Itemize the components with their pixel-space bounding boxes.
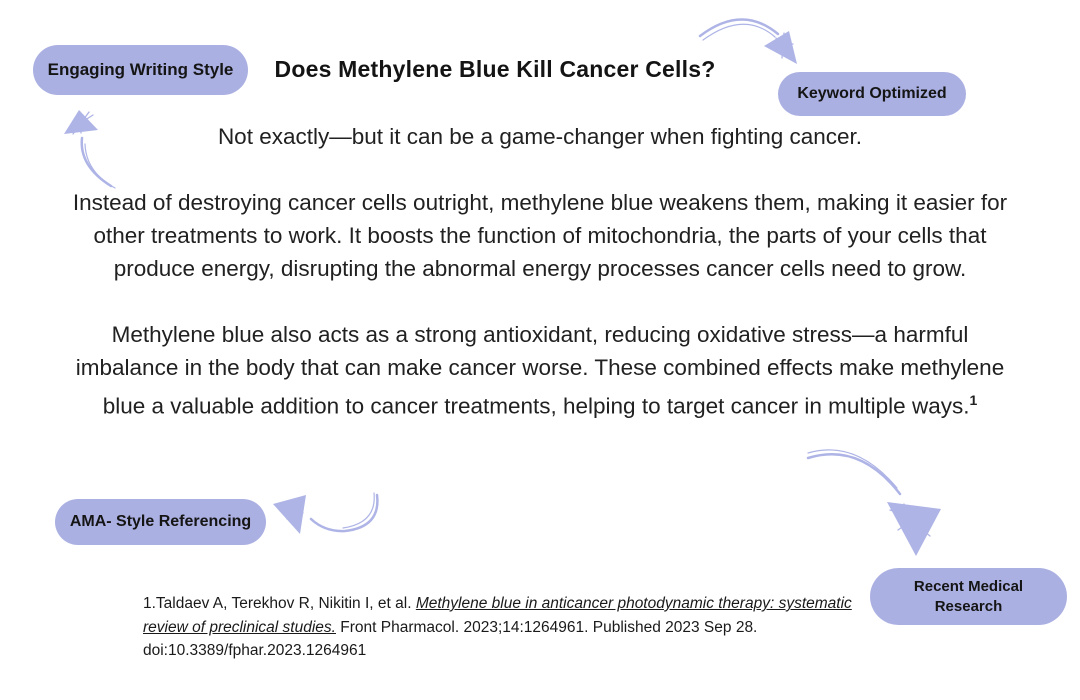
citation-authors: 1.Taldaev A, Terekhov R, Nikitin I, et a… — [143, 595, 416, 612]
arrow-to-keyword-badge-icon — [698, 18, 797, 64]
article-body: Not exactly—but it can be a game-changer… — [70, 120, 1010, 456]
reference-citation: 1.Taldaev A, Terekhov R, Nikitin I, et a… — [143, 592, 869, 663]
arrow-to-ama-badge-icon — [273, 492, 379, 534]
footnote-marker: 1 — [969, 392, 978, 408]
citation-journal-details: Front Pharmacol. 2023;14:1264961. Publis… — [143, 618, 758, 660]
page-title: Does Methylene Blue Kill Cancer Cells? — [274, 56, 716, 82]
badge-recent-medical-research: Recent Medical Research — [870, 568, 1067, 625]
badge-ama-label: AMA- Style Referencing — [69, 513, 252, 530]
badge-keyword-optimized: Keyword Optimized — [778, 72, 966, 116]
arrow-to-engaging-badge-icon — [64, 110, 116, 189]
badge-engaging-writing-style: Engaging Writing Style — [33, 45, 248, 95]
badge-keyword-label: Keyword Optimized — [797, 85, 947, 102]
arrow-to-research-badge-icon — [806, 449, 941, 556]
badge-ama-style-referencing: AMA- Style Referencing — [55, 499, 266, 545]
badge-research-label: Recent Medical Research — [913, 577, 1024, 615]
article-paragraph-3-text: Methylene blue also acts as a strong ant… — [75, 322, 1005, 419]
article-paragraph-3: Methylene blue also acts as a strong ant… — [70, 318, 1010, 423]
badge-engaging-label: Engaging Writing Style — [47, 60, 234, 79]
article-paragraph-2: Instead of destroying cancer cells outri… — [72, 190, 1008, 281]
article-paragraph-1: Not exactly—but it can be a game-changer… — [217, 124, 863, 149]
citation-article-link[interactable]: Methylene blue in anticancer photodynami… — [143, 595, 852, 636]
